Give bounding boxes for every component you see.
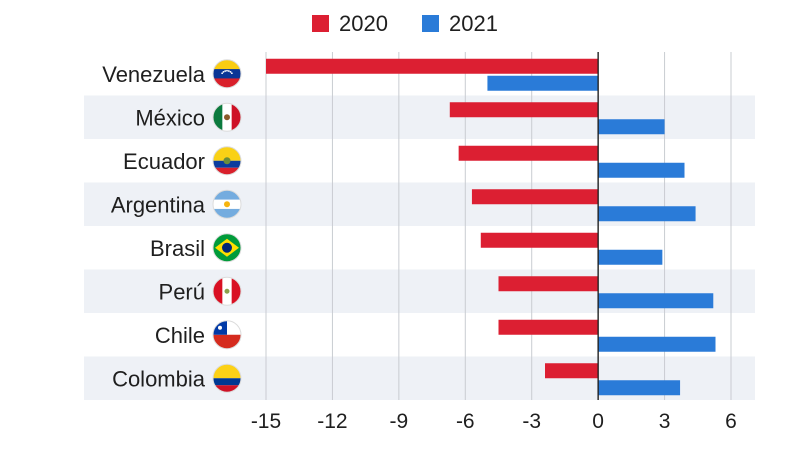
category-label: Colombia xyxy=(112,366,206,391)
bar-2020-Colombia xyxy=(545,363,599,379)
legend-swatch-2021 xyxy=(422,15,439,32)
bar-2021-Ecuador xyxy=(598,162,685,178)
category-labels: Venezuela México Ecuador Argentina Brasil Per… xyxy=(102,62,206,392)
x-tick-label: -12 xyxy=(317,410,347,433)
bar-2020-México xyxy=(449,102,599,118)
bar-2020-Venezuela xyxy=(266,58,599,74)
row-bands xyxy=(84,95,755,400)
category-label: Chile xyxy=(155,323,205,348)
bar-2021-Venezuela xyxy=(487,75,599,91)
x-tick-label: -9 xyxy=(390,410,409,433)
category-label: Venezuela xyxy=(102,62,206,87)
x-tick-labels: -15 -12 -9 -6 -3 0 3 6 xyxy=(251,410,737,433)
legend: 2020 2021 xyxy=(312,11,498,36)
bar-2021-Chile xyxy=(598,336,716,352)
bar-2020-Chile xyxy=(498,319,599,335)
argentina-flag-icon xyxy=(212,189,242,219)
grid-lines xyxy=(265,52,732,400)
bar-2020-Brasil xyxy=(480,232,599,248)
ecuador-flag-icon xyxy=(212,146,242,176)
x-tick-label: 3 xyxy=(659,410,671,433)
venezuela-flag-icon xyxy=(212,59,242,89)
category-label: Ecuador xyxy=(123,149,205,174)
category-label: Argentina xyxy=(111,192,206,217)
bars xyxy=(266,58,716,396)
brazil-flag-icon xyxy=(212,233,242,263)
bar-2021-Brasil xyxy=(598,249,663,265)
category-label: Perú xyxy=(159,279,205,304)
bar-2021-Colombia xyxy=(598,380,681,396)
x-tick-label: -15 xyxy=(251,410,281,433)
x-tick-label: 0 xyxy=(592,410,604,433)
chile-flag-icon xyxy=(212,320,242,350)
bar-2020-Argentina xyxy=(471,189,599,205)
bar-2021-Argentina xyxy=(598,206,696,222)
bar-2021-Perú xyxy=(598,293,714,309)
colombia-flag-icon xyxy=(212,363,242,393)
x-tick-label: -3 xyxy=(522,410,541,433)
bar-2020-Ecuador xyxy=(458,145,599,161)
category-label: Brasil xyxy=(150,236,205,261)
legend-swatch-2020 xyxy=(312,15,329,32)
flag-icons xyxy=(212,59,242,393)
bar-2020-Perú xyxy=(498,276,599,292)
category-label: México xyxy=(135,105,205,130)
x-tick-label: -6 xyxy=(456,410,475,433)
legend-label-2021: 2021 xyxy=(449,11,498,36)
peru-flag-icon xyxy=(212,276,242,306)
bar-2021-México xyxy=(598,119,665,135)
legend-label-2020: 2020 xyxy=(339,11,388,36)
x-tick-label: 6 xyxy=(725,410,737,433)
mexico-flag-icon xyxy=(212,102,242,132)
